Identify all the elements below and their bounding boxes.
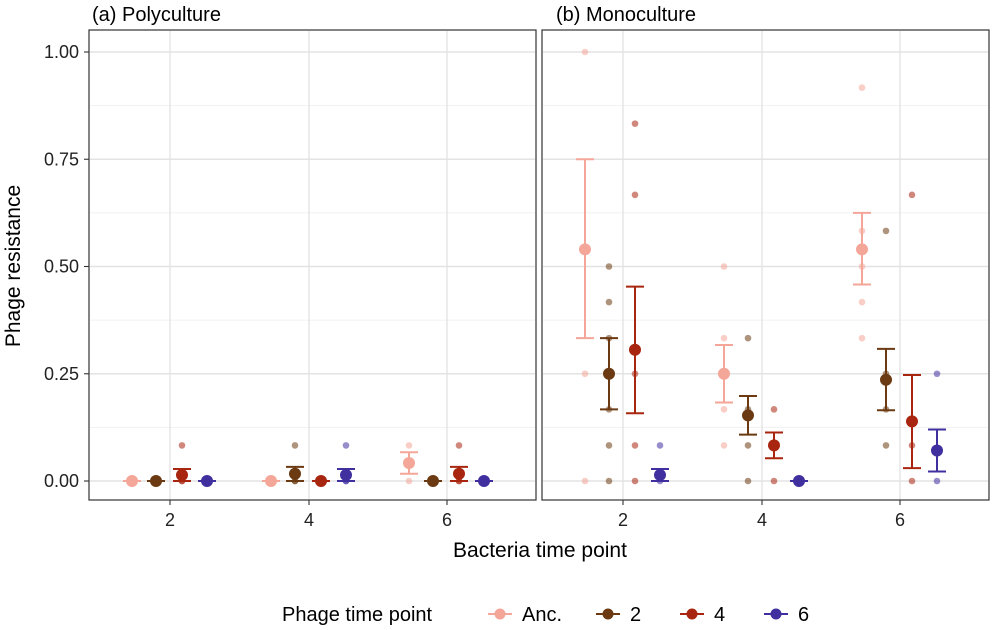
raw-point — [933, 370, 941, 378]
raw-point — [605, 442, 613, 449]
mean-point — [856, 243, 868, 256]
x-axis: 2 4 6 2 4 6 — [165, 500, 905, 530]
mean-point — [201, 475, 213, 487]
raw-point — [605, 477, 613, 485]
raw-point — [178, 442, 186, 449]
mean-point — [768, 439, 780, 452]
mean-point — [265, 475, 277, 487]
raw-point — [605, 263, 613, 270]
raw-point — [581, 370, 589, 378]
panel-polyculture: (a) Polyculture — [88, 4, 537, 501]
raw-point — [656, 442, 664, 449]
raw-point — [405, 442, 413, 449]
raw-point — [744, 442, 752, 449]
raw-point — [631, 191, 639, 199]
mean-point — [742, 409, 754, 422]
mean-point — [478, 475, 490, 487]
legend-key-point — [602, 608, 614, 620]
panel-title-monoculture: (b) Monoculture — [556, 4, 696, 26]
legend-title: Phage time point — [282, 604, 433, 626]
mean-point — [340, 468, 352, 481]
panel-monoculture: (b) Monoculture — [541, 4, 990, 501]
mean-point — [289, 467, 301, 480]
raw-point — [770, 477, 778, 485]
legend-key-point — [770, 608, 782, 620]
mean-point — [579, 243, 591, 256]
x-tick-label: 2 — [165, 510, 175, 530]
mean-point — [931, 444, 943, 457]
grid-monoculture — [543, 31, 988, 499]
mean-point — [126, 475, 138, 487]
raw-point — [744, 334, 752, 342]
marks-monoculture — [576, 48, 946, 487]
raw-point — [291, 442, 299, 449]
mean-point — [793, 475, 805, 487]
legend: Phage time point Anc. 2 4 6 — [282, 604, 809, 626]
legend-keys: Anc. 2 4 6 — [488, 604, 809, 626]
mean-point — [654, 468, 666, 481]
legend-label: 4 — [714, 604, 725, 626]
y-tick-label: 0.75 — [44, 149, 79, 169]
mean-point — [453, 467, 465, 480]
raw-point — [720, 263, 728, 270]
y-axis: 0.00 0.25 0.50 0.75 1.00 — [44, 42, 89, 491]
mean-point — [150, 475, 162, 487]
raw-point — [455, 442, 463, 449]
marks-polyculture — [123, 442, 493, 487]
raw-point — [858, 334, 866, 342]
y-tick-label: 0.50 — [44, 257, 79, 277]
raw-point — [908, 191, 916, 199]
raw-point — [581, 48, 589, 56]
raw-point — [720, 406, 728, 413]
raw-point — [342, 442, 350, 449]
y-axis-title: Phage resistance — [2, 185, 25, 347]
raw-point — [631, 120, 639, 127]
mean-point — [906, 415, 918, 428]
mean-point — [880, 373, 892, 386]
raw-point — [858, 84, 866, 91]
legend-key-point — [686, 608, 698, 620]
mean-point — [427, 475, 439, 487]
x-tick-label: 6 — [895, 510, 905, 530]
raw-point — [858, 298, 866, 306]
mean-point — [315, 475, 327, 487]
y-tick-label: 0.25 — [44, 364, 79, 384]
raw-point — [405, 477, 413, 485]
raw-point — [581, 477, 589, 485]
panel-title-polyculture: (a) Polyculture — [92, 4, 221, 26]
raw-point — [933, 477, 941, 485]
y-tick-label: 0.00 — [44, 471, 79, 491]
legend-label: Anc. — [522, 604, 562, 626]
x-tick-label: 4 — [304, 510, 314, 530]
legend-key-point — [494, 608, 506, 620]
mean-point — [629, 343, 641, 356]
raw-point — [631, 442, 639, 449]
mean-point — [176, 468, 188, 481]
raw-point — [882, 442, 890, 449]
raw-point — [720, 334, 728, 342]
legend-label: 6 — [798, 604, 809, 626]
x-tick-label: 4 — [757, 510, 767, 530]
raw-point — [882, 227, 890, 235]
mean-point — [603, 367, 615, 380]
mean-point — [403, 456, 415, 469]
raw-point — [720, 442, 728, 449]
legend-label: 2 — [630, 604, 641, 626]
x-axis-title: Bacteria time point — [453, 539, 627, 562]
raw-point — [908, 477, 916, 485]
raw-point — [744, 477, 752, 485]
x-tick-label: 6 — [442, 510, 452, 530]
x-tick-label: 2 — [618, 510, 628, 530]
panel-frame-polyculture — [88, 29, 537, 501]
mean-point — [718, 367, 730, 380]
raw-point — [770, 406, 778, 413]
raw-point — [605, 298, 613, 306]
raw-point — [631, 477, 639, 485]
y-tick-label: 1.00 — [44, 42, 79, 62]
